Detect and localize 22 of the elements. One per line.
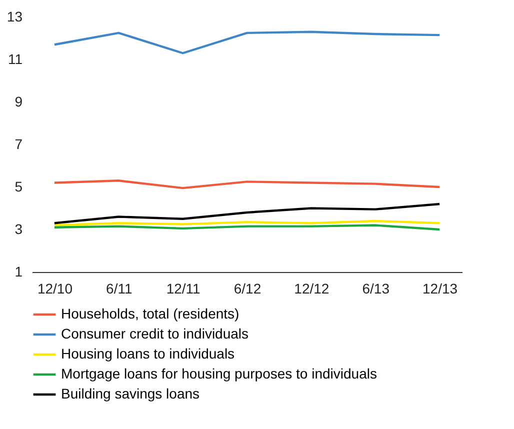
y-tick-label: 13	[6, 8, 23, 24]
y-tick-label: 5	[14, 178, 23, 194]
y-tick-label: 7	[14, 136, 23, 152]
y-tick-label: 9	[14, 94, 23, 110]
x-tick-label: 12/11	[166, 280, 201, 296]
x-tick-label: 6/11	[106, 280, 132, 296]
x-tick-label: 12/13	[422, 280, 458, 296]
x-tick-label: 12/10	[37, 280, 73, 296]
legend-label: Building savings loans	[61, 386, 200, 402]
line-series	[53, 202, 441, 224]
x-tick-label: 6/13	[362, 280, 390, 296]
x-tick-label: 12/12	[294, 280, 330, 296]
y-tick-label: 3	[14, 221, 23, 237]
line-series	[53, 180, 441, 190]
legend-label: Consumer credit to individuals	[61, 326, 249, 342]
y-tick-label: 1	[14, 264, 23, 280]
x-tick-label: 6/12	[234, 280, 262, 296]
legend-label: Mortgage loans for housing purposes to individuals	[61, 366, 377, 382]
legend-label: Households, total (residents)	[61, 306, 240, 322]
legend-label: Housing loans to individuals	[61, 346, 235, 362]
line-series	[53, 30, 441, 54]
y-tick-label: 11	[8, 51, 23, 67]
